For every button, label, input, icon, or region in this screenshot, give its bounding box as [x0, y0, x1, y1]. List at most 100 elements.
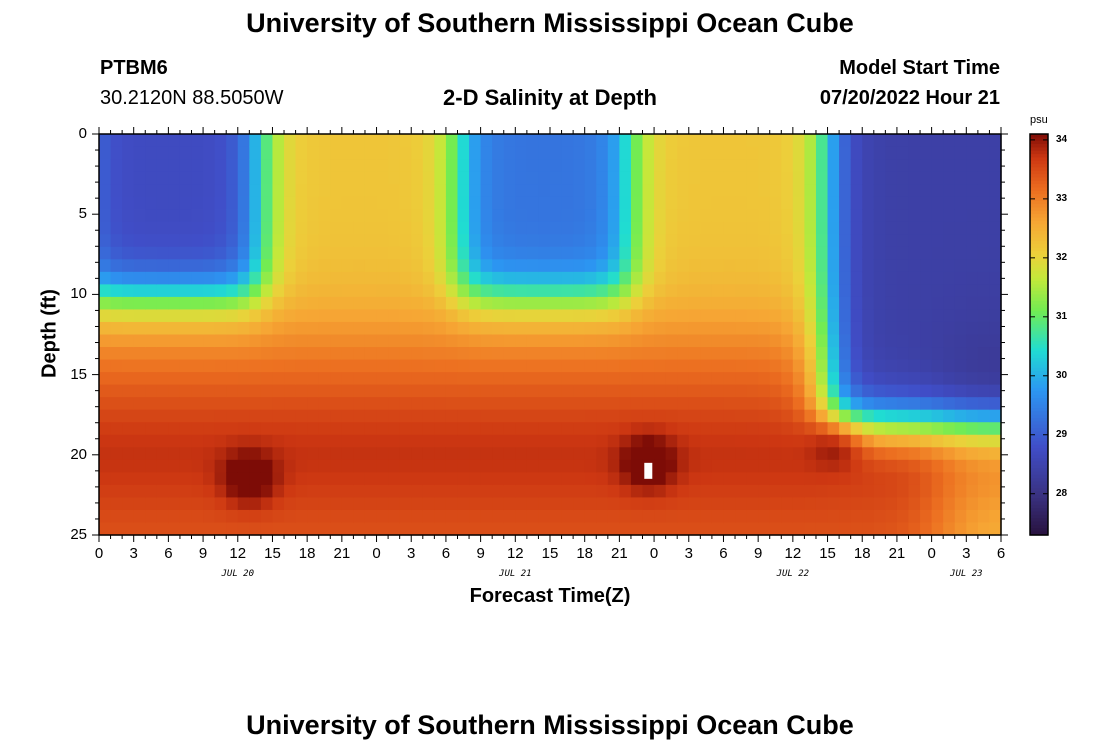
heatmap-cell — [480, 321, 493, 336]
heatmap-cell — [908, 184, 921, 198]
heatmap-cell — [492, 459, 505, 473]
heatmap-cell — [931, 271, 944, 285]
heatmap-cell — [156, 447, 169, 461]
heatmap-cell — [943, 321, 956, 336]
heatmap-cell — [943, 397, 956, 411]
heatmap-cell — [804, 472, 817, 486]
heatmap-cell — [110, 334, 123, 348]
heatmap-cell — [330, 146, 343, 160]
heatmap-cell — [815, 284, 829, 298]
heatmap-cell — [503, 472, 516, 486]
heatmap-cell — [769, 321, 782, 336]
heatmap-cell — [943, 372, 956, 386]
heatmap-cell — [364, 284, 378, 298]
heatmap-cell — [804, 209, 817, 223]
heatmap-cell — [815, 509, 829, 524]
heatmap-cell — [908, 484, 921, 499]
heatmap-cell — [226, 372, 239, 386]
heatmap-cell — [179, 409, 193, 423]
heatmap-cell — [364, 509, 378, 524]
heatmap-cell — [399, 209, 412, 223]
colorbar-swatch — [1030, 531, 1048, 536]
heatmap-cell — [260, 347, 274, 361]
heatmap-cell — [665, 209, 678, 223]
x-tick-label: 0 — [372, 545, 381, 562]
heatmap-cell — [457, 484, 470, 499]
heatmap-cell — [341, 522, 355, 536]
heatmap-cell — [573, 372, 586, 386]
heatmap-cell — [920, 334, 933, 348]
colorbar-tick-label: 30 — [1056, 369, 1068, 381]
heatmap-cell — [561, 246, 574, 260]
heatmap-cell — [145, 372, 158, 386]
colorbar-swatch — [1030, 478, 1048, 483]
heatmap-cell — [260, 296, 274, 311]
heatmap-cell — [399, 522, 412, 536]
heatmap-cell — [989, 397, 1002, 411]
heatmap-cell — [943, 484, 956, 499]
heatmap-cell — [307, 447, 320, 461]
heatmap-cell — [700, 284, 713, 298]
heatmap-cell — [873, 347, 886, 361]
x-tick-label: 9 — [198, 545, 208, 562]
heatmap-cell — [179, 246, 193, 260]
heatmap-cell — [746, 497, 759, 511]
heatmap-cell — [422, 497, 435, 511]
heatmap-cell — [619, 397, 632, 411]
heatmap-cell — [214, 209, 227, 223]
heatmap-cell — [920, 397, 933, 411]
heatmap-cell — [792, 359, 806, 373]
heatmap-cell — [284, 409, 297, 423]
heatmap-cell — [168, 497, 181, 511]
heatmap-cell — [214, 134, 227, 148]
heatmap-cell — [607, 334, 620, 348]
heatmap-cell — [815, 422, 829, 436]
heatmap-cell — [827, 296, 840, 311]
heatmap-cell — [480, 246, 493, 260]
heatmap-cell — [399, 472, 412, 486]
heatmap-cell — [434, 422, 447, 436]
heatmap-cell — [191, 134, 204, 148]
heatmap-cell — [214, 347, 227, 361]
heatmap-cell — [954, 359, 967, 373]
heatmap-cell — [364, 447, 378, 461]
colorbar-swatch — [1030, 277, 1048, 282]
heatmap-cell — [284, 309, 297, 323]
colorbar-swatch — [1030, 157, 1048, 162]
heatmap-cell — [272, 296, 285, 311]
heatmap-cell — [503, 447, 516, 461]
heatmap-cell — [642, 384, 655, 398]
heatmap-cell — [469, 447, 482, 461]
heatmap-cell — [515, 522, 528, 536]
heatmap-cell — [526, 246, 540, 260]
heatmap-cell — [376, 184, 389, 198]
heatmap-cell — [145, 246, 158, 260]
heatmap-cell — [249, 347, 262, 361]
heatmap-cell — [908, 309, 921, 323]
heatmap-cell — [769, 434, 782, 448]
heatmap-cell — [445, 447, 459, 461]
heatmap-cell — [550, 234, 563, 248]
heatmap-cell — [700, 234, 713, 248]
heatmap-cell — [977, 321, 991, 336]
heatmap-cell — [411, 484, 424, 499]
heatmap-cell — [804, 221, 817, 235]
heatmap-cell — [538, 171, 551, 185]
heatmap-cell — [873, 522, 886, 536]
heatmap-cell — [353, 509, 366, 524]
heatmap-cell — [503, 184, 516, 198]
heatmap-cell — [746, 146, 759, 160]
heatmap-cell — [700, 334, 713, 348]
heatmap-cell — [654, 359, 667, 373]
x-tick-label: 15 — [819, 545, 836, 562]
heatmap-cell — [966, 459, 979, 473]
heatmap-cell — [434, 509, 447, 524]
heatmap-cell — [561, 234, 574, 248]
heatmap-cell — [110, 459, 123, 473]
heatmap-cell — [214, 296, 227, 311]
heatmap-cell — [977, 134, 991, 148]
heatmap-cell — [596, 447, 609, 461]
heatmap-cell — [665, 509, 678, 524]
heatmap-cell — [203, 296, 216, 311]
heatmap-cell — [318, 434, 331, 448]
